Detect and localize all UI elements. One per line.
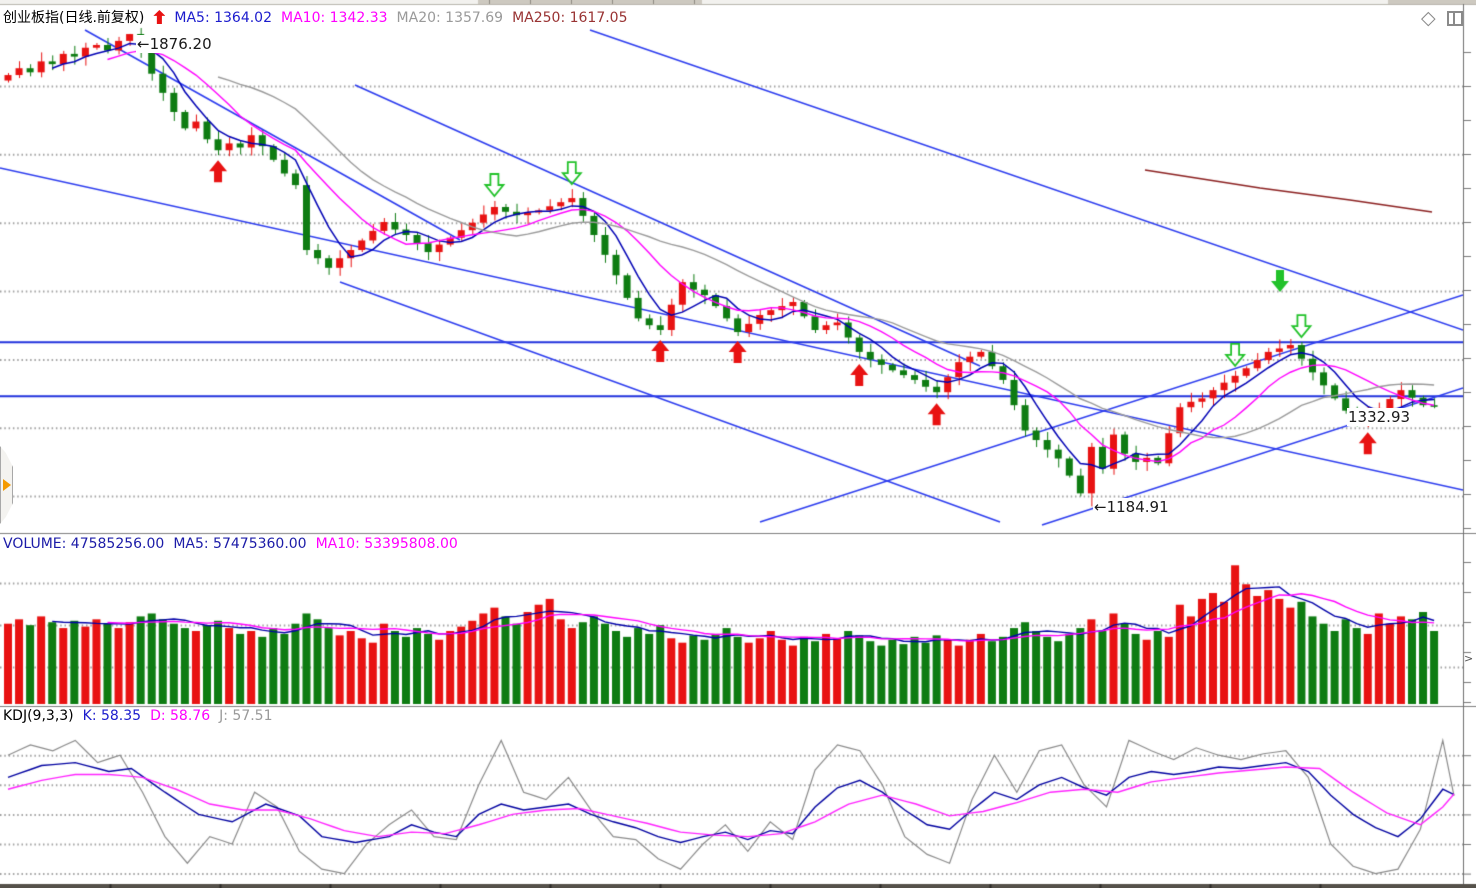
kdj-k-value: K: 58.35: [82, 708, 142, 724]
last-price-annotation: 1332.93: [1347, 408, 1412, 426]
kdj-title: KDJ(9,3,3): [3, 708, 74, 724]
volume-ma10: MA10: 53395808.00: [315, 536, 458, 552]
kdj-j-value: J: 57.51: [219, 708, 273, 724]
left-arrow-icon: ←: [137, 35, 150, 53]
main-chart-header: 创业板指(日线.前复权) MA5: 1364.02 MA10: 1342.33 MA2…: [3, 7, 637, 27]
scroll-right-icon[interactable]: >: [1464, 652, 1474, 665]
kdj-d-value: D: 58.76: [150, 708, 211, 724]
ma10-legend: MA10: 1342.33: [281, 10, 388, 26]
volume-header: VOLUME: 47585256.00 MA5: 57475360.00 MA10:…: [3, 536, 467, 552]
expand-triangle-icon: [3, 479, 11, 491]
kdj-header: KDJ(9,3,3) K: 58.35 D: 58.76 J: 57.51: [3, 708, 281, 724]
split-layout-icon[interactable]: [1447, 11, 1463, 26]
up-arrow-icon: [153, 10, 166, 24]
ma250-legend: MA250: 1617.05: [512, 10, 628, 26]
instrument-title: 创业板指(日线.前复权): [3, 10, 145, 26]
volume-ma5: MA5: 57475360.00: [173, 536, 307, 552]
ma5-legend: MA5: 1364.02: [174, 10, 272, 26]
left-arrow-icon: ←: [1094, 498, 1107, 516]
high-price-annotation: ←1876.20: [136, 35, 213, 53]
low-price-annotation: ←1184.91: [1093, 498, 1170, 516]
volume-value: VOLUME: 47585256.00: [3, 536, 165, 552]
ma20-legend: MA20: 1357.69: [396, 10, 504, 26]
diamond-icon[interactable]: ◇: [1421, 7, 1436, 29]
